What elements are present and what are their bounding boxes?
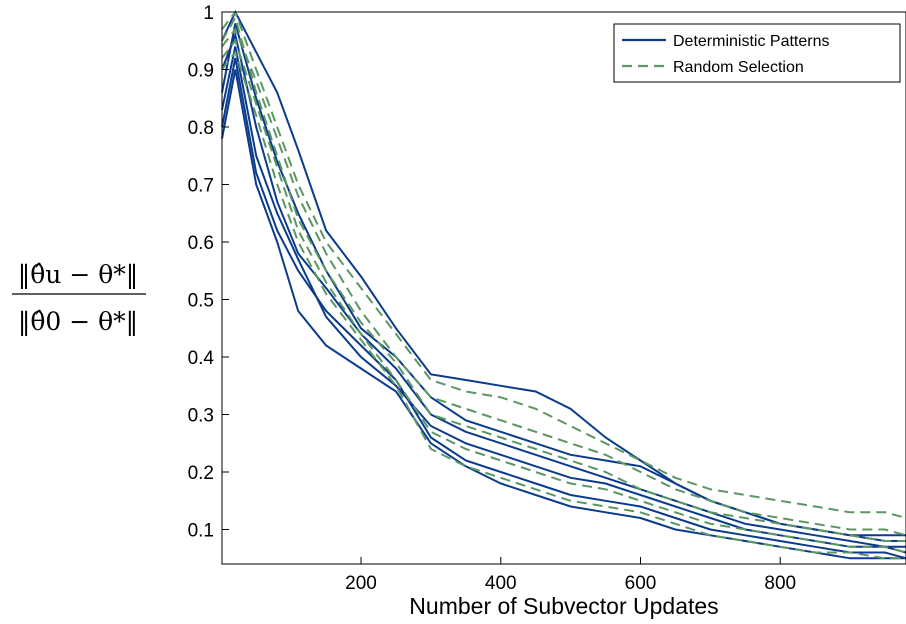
deterministic-patterns-line-5 xyxy=(221,69,906,560)
x-tick-label-800: 800 xyxy=(764,573,796,594)
legend: Deterministic Patterns Random Selection xyxy=(613,23,901,83)
x-tick-label-400: 400 xyxy=(485,573,517,594)
y-tick-label-0.3: 0.3 xyxy=(188,406,214,427)
y-tick-label-0.8: 0.8 xyxy=(188,118,214,139)
legend-label-random: Random Selection xyxy=(673,59,804,76)
y-tick-label-0.4: 0.4 xyxy=(188,348,215,369)
y-tick-label-1: 1 xyxy=(203,3,214,24)
deterministic-patterns-line-3 xyxy=(221,46,906,554)
x-axis-label: Number of Subvector Updates xyxy=(409,593,718,619)
y-axis-label-numerator: ‖θ̂u − θ*‖ xyxy=(18,260,139,290)
legend-box xyxy=(613,23,901,83)
y-tick-label-0.7: 0.7 xyxy=(188,176,214,197)
random-selection-line-8 xyxy=(221,15,906,542)
y-tick-label-0.6: 0.6 xyxy=(188,233,214,254)
deterministic-patterns-line-0 xyxy=(221,9,906,537)
series-layer xyxy=(221,9,906,560)
x-axis-ticks: 200 400 600 800 xyxy=(345,557,796,594)
deterministic-patterns-line-4 xyxy=(221,57,906,560)
x-tick-label-600: 600 xyxy=(625,573,657,594)
y-tick-label-0.9: 0.9 xyxy=(188,61,214,82)
random-selection-line-7 xyxy=(221,27,906,537)
y-tick-label-0.5: 0.5 xyxy=(188,291,214,312)
random-selection-line-10 xyxy=(221,50,906,560)
y-tick-label-0.2: 0.2 xyxy=(188,463,214,484)
deterministic-patterns-line-2 xyxy=(221,31,906,548)
random-selection-line-6 xyxy=(221,9,906,519)
legend-label-deterministic: Deterministic Patterns xyxy=(673,33,830,50)
y-tick-label-0.1: 0.1 xyxy=(188,521,214,542)
random-selection-line-9 xyxy=(221,38,906,554)
y-axis-ticks: 0.1 0.2 0.3 0.4 0.5 0.6 0.7 0.8 0.9 1 xyxy=(188,3,229,542)
y-axis-label: ‖θ̂u − θ*‖ ‖θ̂0 − θ*‖ xyxy=(12,260,146,337)
plot-area-frame xyxy=(221,11,906,565)
y-axis-label-denominator: ‖θ̂0 − θ*‖ xyxy=(18,307,138,337)
x-tick-label-200: 200 xyxy=(345,573,377,594)
